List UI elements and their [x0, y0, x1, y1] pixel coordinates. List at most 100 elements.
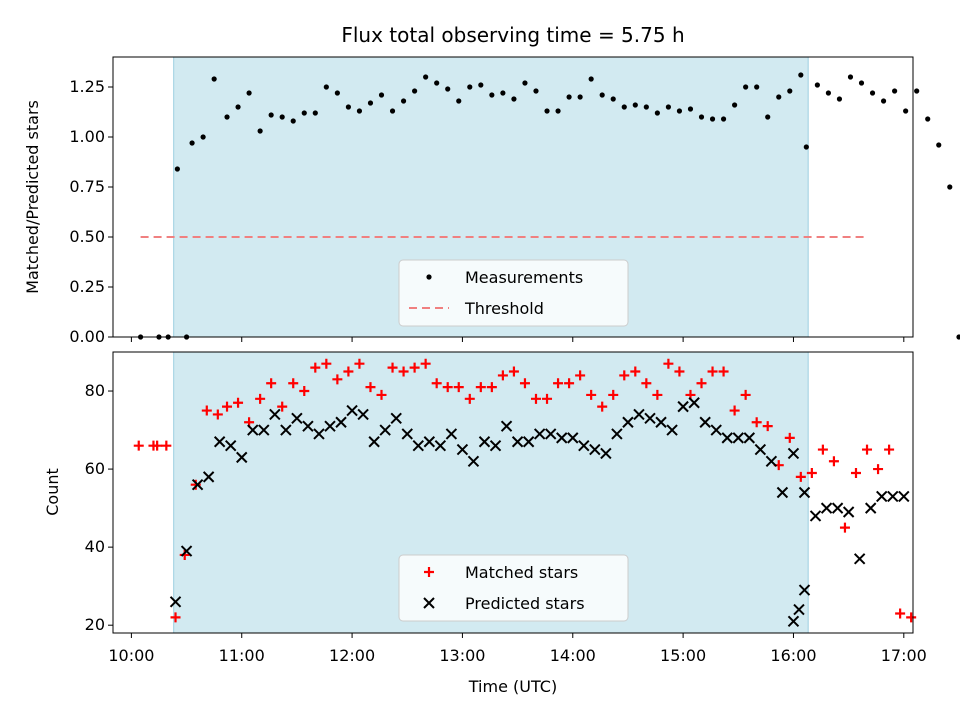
measurement-point [478, 82, 484, 88]
predicted-star-point [776, 486, 789, 499]
predicted-star-point [842, 506, 855, 518]
predicted-star-point [600, 447, 612, 460]
predicted-star-point [743, 432, 756, 444]
matched-star-point [553, 378, 564, 389]
matched-star-point [321, 358, 332, 369]
measurement-point [235, 104, 241, 110]
measurement-point [836, 96, 843, 102]
predicted-star-point [798, 486, 811, 499]
predicted-star-point [368, 436, 380, 448]
measurement-point [687, 106, 694, 112]
predicted-star-point [324, 420, 336, 432]
measurement-point [947, 184, 953, 190]
predicted-star-point [467, 455, 480, 467]
x-tick-label: 10:00 [108, 646, 154, 665]
predicted-star-point [633, 408, 645, 421]
legend-marker-matched [424, 567, 434, 577]
matched-star-point [586, 389, 597, 400]
matched-star-point [564, 378, 575, 389]
matched-star-point [630, 366, 641, 377]
measurement-point [803, 144, 809, 150]
predicted-star-point [578, 439, 590, 452]
y-tick-label: 0.00 [69, 327, 105, 346]
matched-star-point [508, 366, 519, 377]
predicted-star-point [820, 502, 833, 514]
predicted-star-point [434, 439, 447, 452]
measurement-point [599, 92, 605, 98]
matched-star-point [850, 467, 861, 478]
measurement-point [356, 108, 363, 114]
measurement-point [787, 88, 793, 94]
predicted-star-point [379, 424, 391, 436]
predicted-star-point [831, 502, 844, 514]
matched-star-point [376, 389, 387, 400]
measurement-point [489, 92, 495, 98]
y-tick-label: 1.00 [69, 127, 105, 146]
measurement-point [847, 74, 854, 80]
predicted-star-point [898, 490, 910, 503]
measurement-point [577, 94, 583, 100]
matched-star-point [152, 440, 163, 451]
measurement-point [389, 108, 396, 114]
measurement-point [880, 98, 887, 104]
predicted-star-point [688, 397, 700, 409]
measurement-point [643, 104, 649, 110]
y-tick-label: 60 [85, 459, 105, 478]
measurement-point [814, 82, 820, 88]
x-tick-label: 11:00 [219, 646, 265, 665]
predicted-star-point [258, 424, 270, 436]
matched-star-point [398, 366, 409, 377]
matched-star-point [884, 444, 895, 455]
measurement-point [914, 88, 920, 94]
y-tick-label: 40 [85, 537, 105, 556]
predicted-star-point [291, 412, 303, 425]
matched-star-point [862, 444, 873, 455]
measurement-point [610, 96, 616, 102]
y-tick-label: 0.75 [69, 177, 105, 196]
predicted-star-point [611, 428, 623, 440]
y-tick-label: 1.25 [69, 77, 105, 96]
measurement-point [412, 88, 418, 94]
measurement-point [892, 88, 898, 94]
measurement-point [903, 108, 909, 114]
star-count-panel: 20 40 60 80 10:00 11:00 12:00 13:00 14:00 15:00 16… [85, 351, 927, 665]
x-tick-label: 13:00 [439, 646, 485, 665]
measurement-point [698, 114, 705, 120]
matched-star-point [486, 382, 497, 393]
matched-star-point [828, 456, 839, 467]
predicted-star-point [677, 400, 689, 413]
matched-star-point [519, 378, 530, 389]
bottom-y-axis-label: Count [43, 468, 62, 516]
matched-star-point [233, 397, 244, 408]
predicted-star-point [169, 596, 182, 608]
matched-star-point [619, 370, 630, 381]
predicted-star-point [533, 428, 546, 440]
matched-star-point [475, 382, 486, 393]
predicted-star-point [699, 416, 711, 428]
x-tick-label: 12:00 [329, 646, 375, 665]
measurement-point [632, 102, 638, 108]
measurement-point [511, 96, 517, 102]
y-tick-label: 20 [85, 615, 105, 634]
predicted-star-point [489, 439, 502, 452]
measurement-point [588, 76, 594, 82]
measurement-point [211, 76, 217, 82]
measurement-point [345, 104, 352, 110]
matched-star-point [288, 378, 299, 389]
measurement-point [925, 116, 931, 122]
matched-star-point [817, 444, 828, 455]
predicted-star-point [556, 432, 568, 444]
axes-frame [112, 351, 914, 634]
top-y-axis-label: Matched/Predicted stars [23, 100, 42, 294]
matched-star-point [641, 378, 652, 389]
measurement-point [268, 112, 274, 118]
predicted-star-point [522, 436, 535, 448]
matched-star-point [310, 362, 321, 373]
measurement-point [301, 110, 307, 116]
predicted-star-point [567, 432, 579, 444]
matched-star-point [674, 366, 685, 377]
matched-star-point [906, 612, 917, 623]
legend-box [398, 259, 629, 327]
measurement-point [174, 166, 180, 172]
predicted-star-point [247, 424, 259, 436]
